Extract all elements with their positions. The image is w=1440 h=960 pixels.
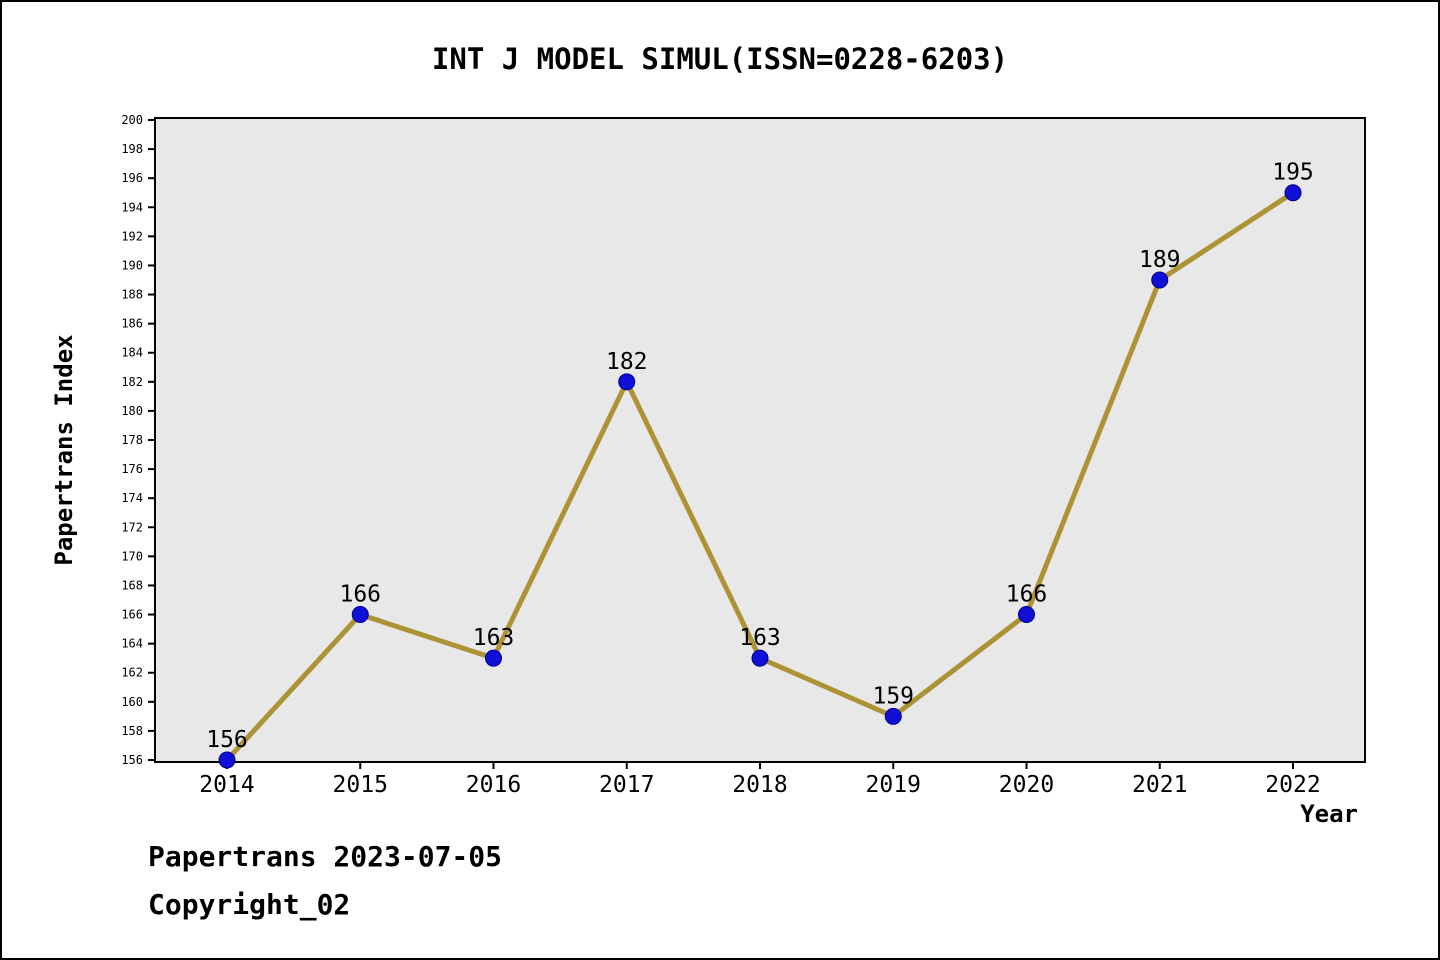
y-tick-label: 190 bbox=[121, 258, 143, 272]
data-point-label: 163 bbox=[473, 625, 515, 651]
data-point bbox=[618, 373, 636, 391]
y-tick-label: 158 bbox=[121, 724, 143, 738]
data-point-label: 166 bbox=[339, 582, 381, 608]
x-axis-title: Year bbox=[1300, 800, 1358, 828]
y-tick-label: 178 bbox=[121, 433, 143, 447]
y-tick-label: 170 bbox=[121, 549, 143, 563]
y-tick-label: 166 bbox=[121, 608, 143, 622]
y-tick-label: 198 bbox=[121, 142, 143, 156]
y-tick-label: 186 bbox=[121, 317, 143, 331]
data-point bbox=[1284, 184, 1302, 202]
x-tick-label: 2022 bbox=[1265, 772, 1320, 798]
x-tick-label: 2015 bbox=[333, 772, 388, 798]
y-tick-label: 192 bbox=[121, 229, 143, 243]
y-tick-label: 194 bbox=[121, 200, 143, 214]
y-tick-label: 200 bbox=[121, 113, 143, 127]
y-tick-label: 162 bbox=[121, 666, 143, 680]
data-point bbox=[1018, 606, 1035, 624]
y-tick-label: 156 bbox=[121, 753, 143, 767]
y-tick-label: 188 bbox=[121, 288, 143, 302]
y-axis-title: Papertrans Index bbox=[50, 334, 78, 566]
x-tick-label: 2014 bbox=[199, 772, 254, 798]
footer-source-date: Papertrans 2023-07-05 bbox=[148, 840, 503, 873]
data-point bbox=[485, 649, 502, 667]
y-tick-label: 160 bbox=[121, 695, 143, 709]
y-tick-label: 174 bbox=[121, 491, 143, 505]
data-point-label: 163 bbox=[739, 625, 781, 651]
x-tick-label: 2021 bbox=[1132, 772, 1187, 798]
data-point bbox=[218, 751, 236, 769]
x-tick-label: 2019 bbox=[866, 772, 921, 798]
data-point-label: 156 bbox=[206, 727, 248, 753]
x-tick-label: 2016 bbox=[466, 772, 521, 798]
x-tick-label: 2017 bbox=[599, 772, 654, 798]
data-point bbox=[884, 707, 902, 725]
y-tick-label: 172 bbox=[121, 520, 143, 534]
data-point-label: 195 bbox=[1272, 160, 1314, 186]
y-tick-label: 164 bbox=[121, 637, 143, 651]
data-point-label: 159 bbox=[872, 683, 914, 709]
y-tick-label: 180 bbox=[121, 404, 143, 418]
data-point-label: 189 bbox=[1139, 247, 1181, 273]
x-tick-label: 2018 bbox=[732, 772, 787, 798]
data-point bbox=[351, 606, 369, 624]
x-tick-label: 2020 bbox=[999, 772, 1054, 798]
data-point-label: 166 bbox=[1006, 582, 1048, 608]
footer-copyright: Copyright_02 bbox=[148, 888, 351, 921]
y-tick-label: 182 bbox=[121, 375, 143, 389]
data-point-label: 182 bbox=[606, 349, 648, 375]
chart-title: INT J MODEL SIMUL(ISSN=0228-6203) bbox=[431, 42, 1009, 76]
y-tick-label: 184 bbox=[121, 346, 143, 360]
y-tick-label: 176 bbox=[121, 462, 143, 476]
y-tick-label: 196 bbox=[121, 171, 143, 185]
y-tick-label: 168 bbox=[121, 578, 143, 592]
data-point bbox=[751, 649, 769, 667]
data-point bbox=[1151, 271, 1169, 289]
